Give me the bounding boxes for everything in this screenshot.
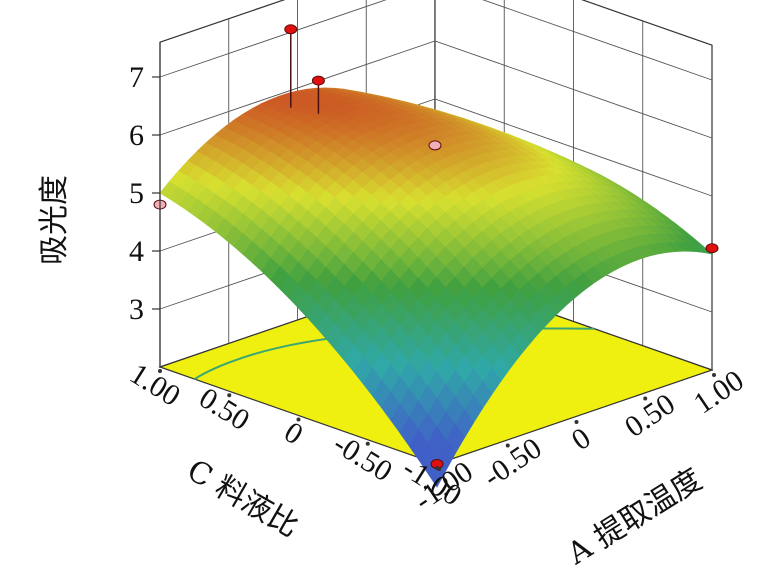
response-surface bbox=[159, 87, 713, 488]
x-axis-title: A 提取温度 bbox=[561, 462, 709, 565]
y-axis-title: C 料液比 bbox=[181, 453, 305, 545]
z-tick-label: 6 bbox=[129, 119, 144, 152]
z-tick-label: 4 bbox=[129, 235, 144, 268]
a-tick-label: 0 bbox=[566, 421, 597, 457]
design-point bbox=[428, 140, 442, 151]
z-tick-label: 5 bbox=[129, 177, 144, 210]
design-point bbox=[705, 243, 719, 254]
design-point bbox=[284, 24, 298, 35]
z-tick-label: 7 bbox=[129, 61, 144, 94]
design-points bbox=[153, 24, 719, 469]
design-point bbox=[311, 75, 325, 86]
z-axis-title: 吸光度 bbox=[37, 175, 72, 265]
z-tick-label: 3 bbox=[129, 293, 144, 326]
c-tick-label: 0 bbox=[278, 415, 308, 451]
